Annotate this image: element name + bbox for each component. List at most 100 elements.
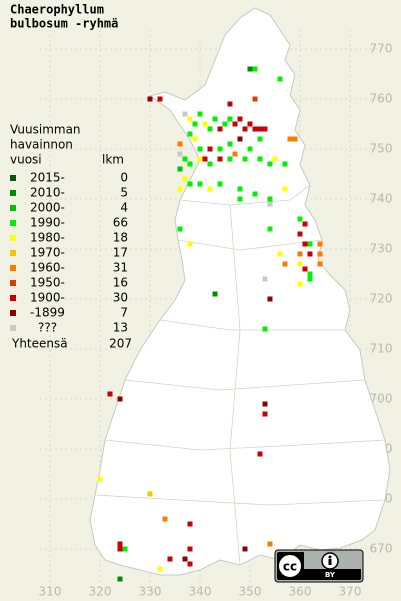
observation <box>277 76 283 82</box>
observation <box>302 221 308 227</box>
observation <box>182 556 188 562</box>
observation <box>117 576 123 582</box>
observation <box>222 121 228 127</box>
observation <box>212 291 218 297</box>
observation <box>187 521 193 527</box>
observation <box>217 156 223 162</box>
observation <box>257 136 263 142</box>
legend-label: 2015- <box>30 171 65 185</box>
observation <box>262 401 268 407</box>
observation <box>307 271 313 277</box>
observation <box>277 251 283 257</box>
y-tick-label: 720 <box>370 292 393 306</box>
legend-swatch <box>10 280 16 286</box>
x-tick-label: 370 <box>339 585 362 599</box>
legend-label: 1980- <box>30 231 65 245</box>
observation <box>307 251 313 257</box>
observation <box>187 241 193 247</box>
observation <box>282 186 288 192</box>
observation <box>237 186 243 192</box>
observation <box>187 131 193 137</box>
observation <box>287 136 293 142</box>
observation <box>117 541 123 547</box>
observation <box>187 161 193 167</box>
observation <box>202 121 208 127</box>
legend-label: 1970- <box>30 246 65 260</box>
x-tick-label: 310 <box>39 585 62 599</box>
observation <box>302 241 308 247</box>
legend-label: 1900- <box>30 291 65 305</box>
x-tick-label: 350 <box>239 585 262 599</box>
observation <box>247 121 253 127</box>
legend-swatch <box>10 205 16 211</box>
observations <box>97 66 323 582</box>
observation <box>232 121 238 127</box>
y-tick-label: 770 <box>370 42 393 56</box>
legend-swatch <box>10 325 16 331</box>
observation <box>117 546 123 552</box>
observation <box>182 156 188 162</box>
observation <box>177 186 183 192</box>
legend-swatch <box>10 295 16 301</box>
x-tick-label: 340 <box>189 585 212 599</box>
observation <box>237 196 243 202</box>
observation <box>252 66 258 72</box>
observation <box>187 181 193 187</box>
title-line: bulbosum -ryhmä <box>10 17 118 31</box>
legend-swatch <box>10 220 16 226</box>
observation <box>247 146 253 152</box>
observation <box>282 261 288 267</box>
observation <box>267 226 273 232</box>
observation <box>272 156 278 162</box>
legend-label: 2010- <box>30 186 65 200</box>
y-tick-label: 670 <box>370 542 393 556</box>
observation <box>147 491 153 497</box>
observation <box>202 156 208 162</box>
legend-swatch <box>10 310 16 316</box>
badge-cc: cc <box>283 560 297 574</box>
legend-swatch <box>10 190 16 196</box>
observation <box>297 231 303 237</box>
observation <box>177 166 183 172</box>
legend-total-label: Yhteensä <box>11 337 68 351</box>
observation <box>122 546 128 552</box>
legend-label: 1990- <box>30 216 65 230</box>
y-tick-label: 750 <box>370 142 393 156</box>
observation <box>227 116 233 122</box>
observation <box>197 181 203 187</box>
legend-count-heading: lkm <box>102 153 124 167</box>
observation <box>197 146 203 152</box>
observation <box>227 101 233 107</box>
observation <box>307 241 313 247</box>
observation <box>217 126 223 132</box>
observation <box>317 251 323 257</box>
observation <box>212 116 218 122</box>
legend-count: 5 <box>120 186 128 200</box>
observation <box>317 261 323 267</box>
observation <box>207 146 213 152</box>
observation <box>107 391 113 397</box>
observation <box>257 451 263 457</box>
legend-count: 0 <box>120 171 128 185</box>
x-tick-label: 320 <box>89 585 112 599</box>
legend-count: 7 <box>120 306 128 320</box>
badge-by: BY <box>325 571 336 579</box>
observation <box>262 326 268 332</box>
observation <box>257 156 263 162</box>
observation <box>252 126 258 132</box>
observation <box>297 261 303 267</box>
observation <box>227 141 233 147</box>
observation <box>187 561 193 567</box>
y-tick-label: 740 <box>370 192 393 206</box>
observation <box>97 476 103 482</box>
legend-label: 1950- <box>30 276 65 290</box>
legend-count: 4 <box>120 201 128 215</box>
observation <box>317 241 323 247</box>
cc-badge: cc BY <box>274 549 364 583</box>
legend-count: 17 <box>113 246 128 260</box>
observation <box>232 151 238 157</box>
legend-label: 1960- <box>30 261 65 275</box>
observation <box>237 116 243 122</box>
y-tick-label: 730 <box>370 242 393 256</box>
legend-label: 2000- <box>30 201 65 215</box>
